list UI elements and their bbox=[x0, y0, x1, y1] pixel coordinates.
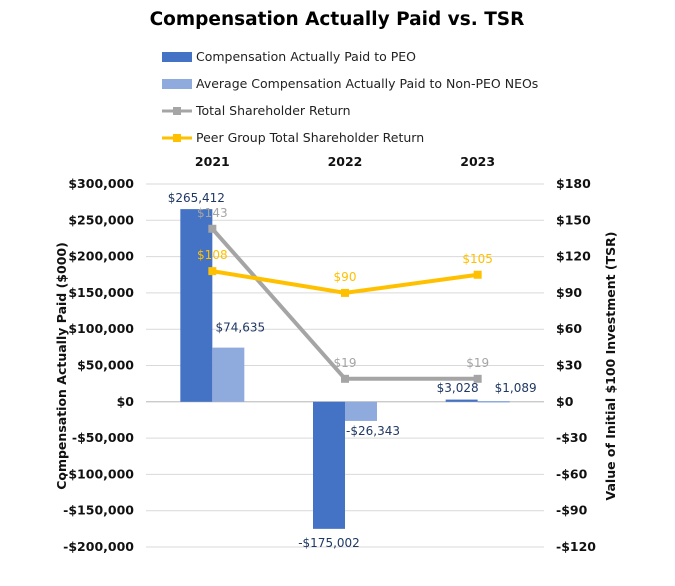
data-label: $108 bbox=[197, 248, 228, 262]
category-label: 2022 bbox=[328, 154, 363, 169]
y2-tick-label: $150 bbox=[556, 212, 591, 227]
marker-2022 bbox=[341, 374, 349, 383]
legend-label: Peer Group Total Shareholder Return bbox=[196, 130, 424, 145]
marker-2023 bbox=[473, 270, 482, 279]
legend-label: Compensation Actually Paid to PEO bbox=[196, 49, 416, 64]
y2-tick-label: $90 bbox=[556, 285, 582, 300]
y2-tick-label: $60 bbox=[556, 321, 582, 336]
y2-tick-label: -$60 bbox=[556, 466, 588, 481]
marker-2022 bbox=[341, 288, 349, 297]
data-label: $105 bbox=[462, 252, 493, 266]
y-tick-label: $50,000 bbox=[77, 358, 134, 373]
y-tick-label: $100,000 bbox=[68, 321, 134, 336]
category-label: 2021 bbox=[195, 154, 230, 169]
y2-axis-title: Value of Initial $100 Investment (TSR) bbox=[603, 231, 618, 500]
y-tick-label: -$100,000 bbox=[63, 466, 134, 481]
data-label: $265,412 bbox=[168, 191, 225, 205]
y2-tick-label: $120 bbox=[556, 249, 591, 264]
marker-2021 bbox=[208, 267, 217, 276]
legend-label: Total Shareholder Return bbox=[195, 103, 351, 118]
data-label: -$175,002 bbox=[298, 536, 360, 550]
y-tick-label: -$150,000 bbox=[63, 503, 134, 518]
y-tick-label: $0 bbox=[117, 394, 135, 409]
bar-peo-2023 bbox=[445, 399, 478, 402]
data-label: $3,028 bbox=[437, 381, 479, 395]
chart-title: Compensation Actually Paid vs. TSR bbox=[150, 9, 525, 30]
bar-peo-2021 bbox=[180, 209, 213, 402]
y2-tick-label: $30 bbox=[556, 358, 582, 373]
y2-tick-label: -$120 bbox=[556, 539, 596, 554]
legend-swatch bbox=[162, 79, 192, 89]
data-label: $19 bbox=[466, 356, 489, 370]
legend-marker bbox=[173, 107, 181, 115]
y2-tick-label: -$90 bbox=[556, 503, 588, 518]
data-label: -$26,343 bbox=[346, 424, 400, 438]
category-label: 2023 bbox=[460, 154, 495, 169]
bar-non-peo-2022 bbox=[345, 401, 377, 421]
legend-label: Average Compensation Actually Paid to No… bbox=[196, 76, 538, 91]
y2-tick-label: $180 bbox=[556, 176, 591, 191]
bar-non-peo-2021 bbox=[212, 347, 245, 402]
y-tick-label: -$50,000 bbox=[72, 430, 134, 445]
data-label: $143 bbox=[197, 206, 228, 220]
y2-tick-label: -$30 bbox=[556, 430, 588, 445]
data-label: $90 bbox=[334, 270, 357, 284]
bar-non-peo-2023 bbox=[477, 401, 510, 403]
data-label: $1,089 bbox=[495, 381, 537, 395]
legend-swatch bbox=[162, 52, 192, 62]
y-tick-label: $150,000 bbox=[68, 285, 134, 300]
y2-tick-label: $0 bbox=[556, 394, 574, 409]
y-axis-title: Compensation Actually Paid ($000) bbox=[54, 242, 69, 490]
marker-2023 bbox=[473, 374, 482, 383]
y-tick-label: $250,000 bbox=[68, 212, 134, 227]
y-tick-label: $200,000 bbox=[68, 249, 134, 264]
bar-peo-2022 bbox=[313, 401, 345, 529]
data-label: $74,635 bbox=[216, 321, 266, 335]
y-tick-label: -$200,000 bbox=[63, 539, 134, 554]
marker-2021 bbox=[208, 224, 217, 233]
legend-marker bbox=[173, 134, 181, 142]
data-label: $19 bbox=[334, 356, 357, 370]
y-tick-label: $300,000 bbox=[68, 176, 134, 191]
